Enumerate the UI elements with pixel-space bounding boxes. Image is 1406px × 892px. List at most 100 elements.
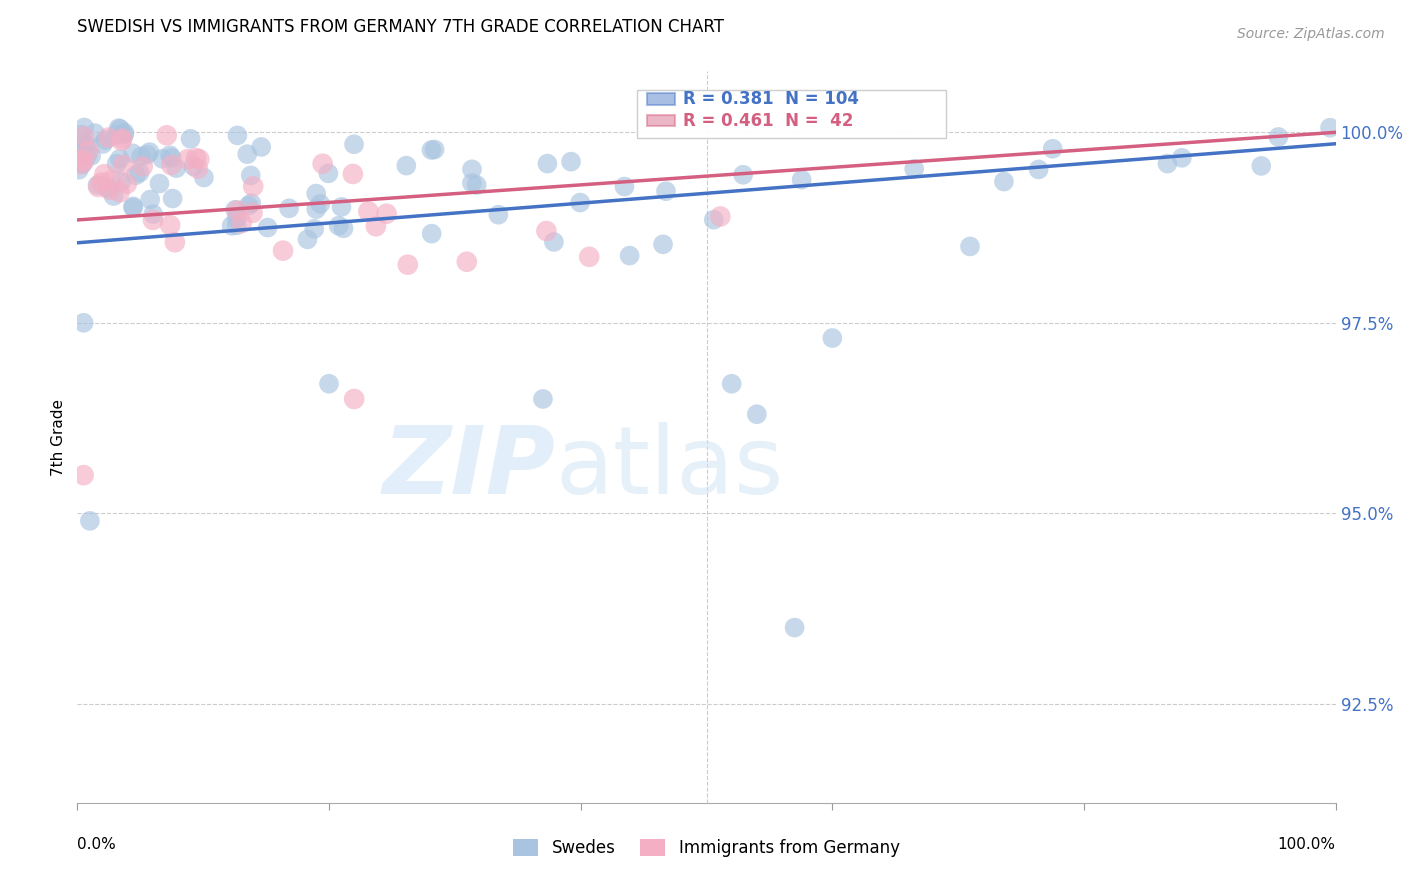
- Point: [655, 184, 678, 198]
- Point: [330, 200, 353, 214]
- Point: [1267, 130, 1289, 145]
- Point: [193, 170, 215, 185]
- Point: [221, 219, 243, 233]
- Point: [250, 140, 273, 154]
- Point: [159, 218, 181, 232]
- Y-axis label: 7th Grade: 7th Grade: [51, 399, 66, 475]
- Text: R = 0.381  N = 104: R = 0.381 N = 104: [682, 90, 859, 108]
- Point: [256, 220, 278, 235]
- Legend: Swedes, Immigrants from Germany: Swedes, Immigrants from Germany: [506, 832, 907, 864]
- Point: [132, 160, 155, 174]
- Point: [112, 128, 135, 142]
- Point: [69, 153, 91, 167]
- Point: [67, 141, 90, 155]
- Point: [465, 178, 488, 192]
- Point: [93, 167, 115, 181]
- Point: [745, 407, 768, 421]
- Point: [395, 159, 418, 173]
- Point: [122, 199, 145, 213]
- Point: [86, 178, 108, 192]
- Point: [142, 207, 165, 221]
- Point: [1319, 120, 1341, 135]
- Text: ZIP: ZIP: [382, 422, 555, 514]
- Point: [1042, 142, 1064, 156]
- Point: [720, 376, 742, 391]
- Text: 100.0%: 100.0%: [1278, 837, 1336, 852]
- Point: [160, 158, 183, 172]
- Point: [311, 157, 333, 171]
- Point: [136, 147, 159, 161]
- Point: [613, 179, 636, 194]
- Point: [100, 173, 122, 187]
- Point: [94, 133, 117, 147]
- Point: [790, 172, 813, 186]
- Point: [543, 235, 565, 249]
- Text: SWEDISH VS IMMIGRANTS FROM GERMANY 7TH GRADE CORRELATION CHART: SWEDISH VS IMMIGRANTS FROM GERMANY 7TH G…: [77, 18, 724, 36]
- Point: [97, 180, 120, 194]
- Point: [456, 254, 478, 268]
- Text: 0.0%: 0.0%: [77, 837, 117, 852]
- Point: [420, 227, 443, 241]
- Point: [297, 232, 319, 246]
- Point: [1028, 162, 1050, 177]
- Point: [225, 219, 247, 233]
- Point: [72, 157, 94, 171]
- Point: [309, 197, 332, 211]
- Point: [129, 149, 152, 163]
- Point: [305, 202, 328, 216]
- Text: Source: ZipAtlas.com: Source: ZipAtlas.com: [1237, 27, 1385, 41]
- Point: [160, 151, 183, 165]
- Point: [342, 167, 364, 181]
- Point: [302, 222, 325, 236]
- FancyBboxPatch shape: [637, 90, 946, 137]
- Point: [184, 151, 207, 165]
- Point: [226, 203, 249, 218]
- Point: [76, 148, 98, 162]
- Point: [72, 316, 94, 330]
- Point: [236, 147, 259, 161]
- Point: [105, 157, 128, 171]
- Point: [90, 176, 112, 190]
- Point: [224, 202, 246, 217]
- Point: [108, 122, 131, 136]
- Point: [318, 166, 340, 180]
- Point: [1250, 159, 1272, 173]
- Point: [569, 195, 592, 210]
- Point: [423, 143, 446, 157]
- FancyBboxPatch shape: [647, 115, 675, 126]
- Point: [531, 392, 554, 406]
- Point: [67, 162, 90, 177]
- Point: [703, 212, 725, 227]
- Point: [108, 186, 131, 200]
- Point: [231, 216, 253, 230]
- Point: [150, 152, 173, 166]
- Text: atlas: atlas: [555, 422, 783, 514]
- Point: [111, 131, 134, 145]
- Point: [128, 166, 150, 180]
- Point: [73, 129, 96, 144]
- Point: [536, 224, 558, 238]
- Point: [240, 196, 263, 211]
- Point: [461, 162, 484, 177]
- Point: [560, 154, 582, 169]
- Point: [239, 169, 262, 183]
- Point: [103, 189, 125, 203]
- Point: [225, 211, 247, 225]
- Point: [142, 213, 165, 227]
- Point: [332, 221, 354, 235]
- Point: [70, 128, 93, 142]
- Point: [271, 244, 294, 258]
- Point: [242, 206, 264, 220]
- Point: [1156, 156, 1178, 170]
- Point: [993, 175, 1015, 189]
- Point: [75, 139, 97, 153]
- Point: [111, 134, 134, 148]
- Point: [364, 219, 387, 234]
- Point: [343, 137, 366, 152]
- Point: [709, 210, 731, 224]
- Point: [278, 202, 301, 216]
- Point: [98, 183, 121, 197]
- Point: [578, 250, 600, 264]
- Point: [162, 192, 184, 206]
- Point: [187, 161, 209, 176]
